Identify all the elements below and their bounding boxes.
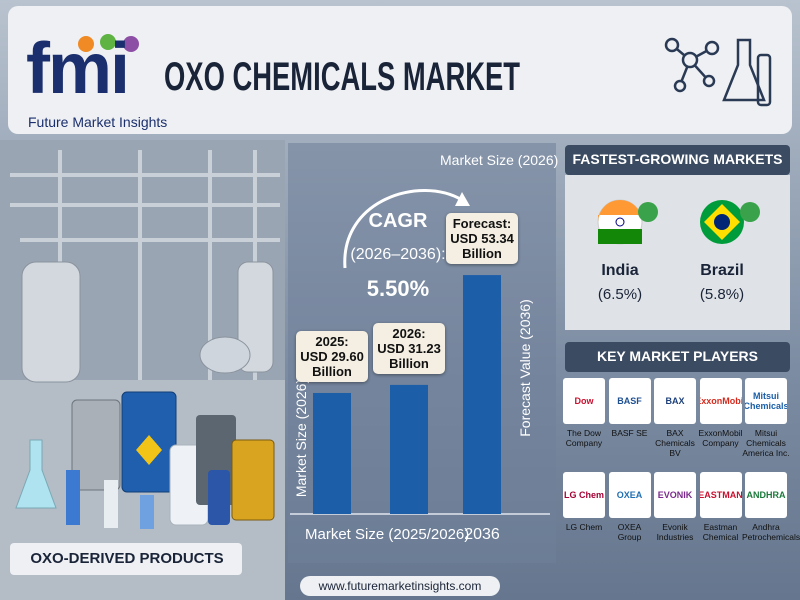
player-card: ANDHRA Andhra Petrochemicals [742, 472, 800, 558]
player-logo: EVONIK [654, 472, 696, 518]
player-card: ExxonMobil ExxonMobil Company [698, 378, 743, 464]
test-tube [66, 470, 80, 525]
growth-badge [740, 202, 760, 222]
india-flag-saffron [598, 200, 642, 222]
market-rate: (6.5%) [597, 286, 643, 303]
player-name: The Dow Company [565, 428, 603, 448]
test-tube [104, 480, 118, 528]
header-card [8, 6, 792, 134]
bar-category: 2025: [315, 333, 349, 349]
player-card: OXEA OXEA Group [608, 472, 651, 558]
cagr-period: (2026–2036): [350, 246, 446, 263]
bar [390, 384, 428, 514]
player-logo: EASTMAN [699, 472, 742, 518]
player-logo: ExxonMobil [699, 378, 742, 424]
fast-header [565, 145, 790, 175]
cagr-value: 5.50% [366, 276, 430, 301]
cagr-label: CAGR [368, 210, 428, 232]
oil-can [231, 439, 275, 521]
tank [21, 261, 81, 383]
title-svg: OXO CHEMICALS MARKET [164, 55, 520, 99]
cagr-arrowhead [455, 192, 470, 206]
market-name: India [601, 262, 639, 279]
logo-dot [123, 36, 139, 52]
bar-category: 2026: [392, 325, 426, 341]
logo-subtitle: Future Market Insights [28, 114, 168, 130]
player-logo: Dow [563, 378, 605, 424]
logo-dot [78, 36, 94, 52]
market-rate: (5.8%) [699, 286, 745, 303]
flask [15, 439, 57, 509]
bar [313, 392, 351, 514]
test-tube [140, 495, 154, 529]
title: OXO CHEMICALS MARKET [164, 55, 520, 99]
chart-title: Market Size (2026) [440, 152, 559, 168]
tank [199, 336, 251, 374]
bar-value-label: USD 29.60 Billion [300, 348, 364, 379]
flask-icon [722, 38, 772, 107]
brazil-globe [714, 214, 730, 230]
player-logo: ANDHRA [745, 472, 787, 518]
player-name: Mitsui Chemicals America Inc. [742, 428, 790, 458]
tank [237, 261, 274, 373]
player-name: Eastman Chemical [702, 522, 739, 542]
fast-title: FASTEST-GROWING MARKETS [572, 151, 783, 167]
footer-pill [300, 576, 500, 596]
bar-label: 2026: USD 31.23 Billion [373, 322, 445, 374]
player-logo: OXEA [608, 472, 651, 518]
products-label: OXO-DERIVED PRODUCTS [30, 550, 224, 567]
player-card: EVONIK Evonik Industries [654, 472, 696, 558]
logo-dot [100, 34, 116, 50]
molecule-icon [664, 37, 720, 93]
player-name: BAX Chemicals BV [655, 428, 695, 458]
players-header [565, 342, 790, 372]
products-label-box [10, 543, 242, 575]
bar [463, 275, 501, 514]
player-logo: BASF [608, 378, 651, 424]
player-card: BAX BAX Chemicals BV [654, 378, 696, 464]
player-card: Mitsui Chemicals Mitsui Chemicals America… [742, 378, 790, 464]
bottle [208, 470, 230, 525]
player-name: ExxonMobil Company [698, 428, 743, 448]
player-name: BASF SE [611, 428, 648, 438]
x-axis-forecast-label: 2036 [464, 526, 500, 543]
player-card: Dow The Dow Company [563, 378, 605, 464]
bar-category: Forecast: [452, 216, 512, 232]
india-chakra [615, 217, 625, 227]
player-logo: Mitsui Chemicals [745, 378, 787, 424]
bar-value-label: USD 31.23 Billion [377, 340, 441, 371]
cagr-arrow [343, 189, 463, 269]
hazard-sign [136, 435, 162, 465]
bar-label: Forecast: USD 53.34 Billion [446, 213, 518, 265]
bar-label: 2025: USD 29.60 Billion [296, 330, 368, 382]
bars [313, 275, 501, 514]
player-logo: BAX [654, 378, 696, 424]
player-name: OXEA Group [617, 522, 642, 542]
player-card: BASF BASF SE [608, 378, 651, 464]
bar-value-label: USD 53.34 Billion [450, 231, 514, 262]
players-title: KEY MARKET PLAYERS [596, 348, 759, 364]
logo: fmi [26, 29, 130, 109]
player-card: EASTMAN Eastman Chemical [699, 472, 742, 558]
market-name: Brazil [700, 262, 744, 279]
india-flag-green [598, 229, 642, 244]
growth-badge [638, 202, 658, 222]
y2-axis-label: Forecast Value (2036) [517, 299, 533, 437]
drum [71, 399, 121, 491]
player-name: LG Chem [565, 522, 603, 532]
fast-panel [565, 175, 790, 330]
player-logo: LG Chem [563, 472, 605, 518]
player-name: Evonik Industries [656, 522, 694, 542]
player-name: Andhra Petrochemicals [742, 522, 800, 542]
footer: www.futuremarketinsights.com [318, 579, 482, 593]
player-card: LG Chem LG Chem [563, 472, 605, 558]
y-axis-label: Market Size (2026) [293, 378, 309, 498]
x-axis-label: Market Size (2025/2026) [305, 526, 470, 543]
